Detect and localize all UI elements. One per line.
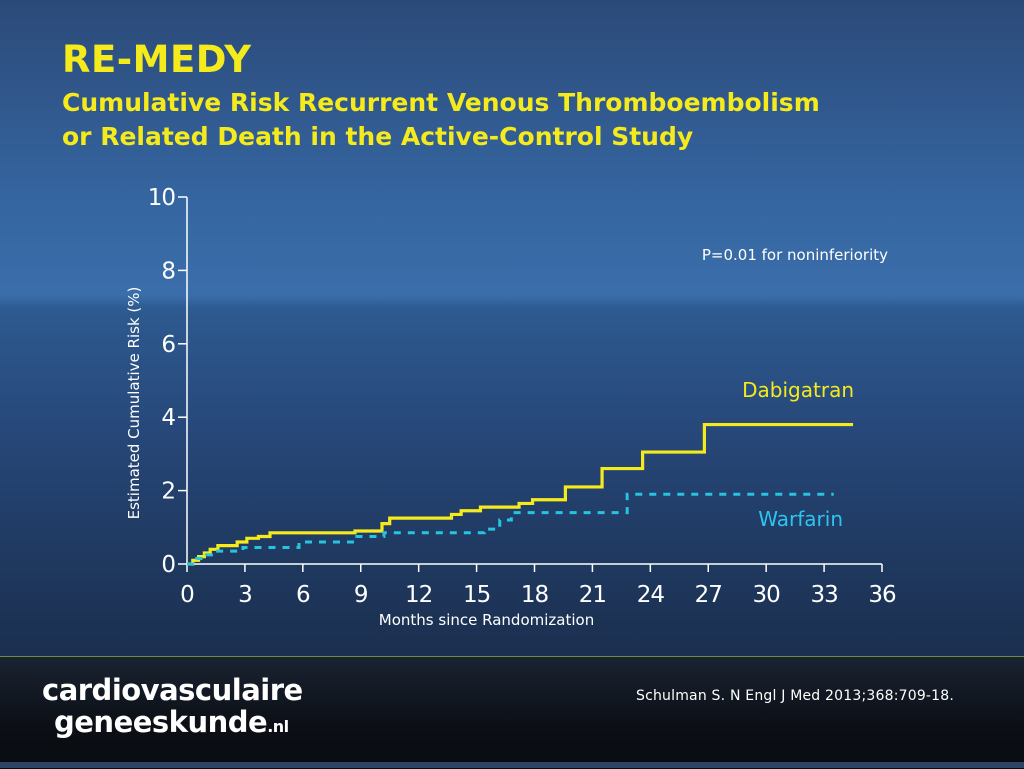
x-tick-label: 27 bbox=[695, 582, 722, 608]
y-tick-label: 6 bbox=[161, 332, 175, 358]
series-line-warfarin bbox=[187, 492, 834, 566]
x-tick-label: 24 bbox=[637, 582, 665, 608]
y-tick-label: 10 bbox=[148, 185, 176, 211]
series-label-dabigatran: Dabigatran bbox=[742, 378, 854, 402]
logo-line2: geneeskunde bbox=[54, 705, 268, 739]
footer-bar bbox=[0, 656, 1024, 769]
y-tick-label: 4 bbox=[161, 405, 175, 431]
x-tick-label: 3 bbox=[238, 582, 252, 608]
p-value-annotation: P=0.01 for noninferiority bbox=[702, 246, 888, 264]
citation: Schulman S. N Engl J Med 2013;368:709-18… bbox=[636, 688, 955, 704]
x-tick-label: 6 bbox=[296, 582, 310, 608]
x-tick-label: 9 bbox=[354, 582, 368, 608]
chart-series bbox=[187, 422, 854, 566]
logo-tld: .nl bbox=[267, 717, 289, 736]
x-tick-label: 0 bbox=[180, 582, 194, 608]
y-tick-label: 0 bbox=[161, 552, 175, 578]
x-tick-label: 33 bbox=[810, 582, 837, 608]
series-line-dabigatran bbox=[187, 422, 854, 566]
x-tick-label: 18 bbox=[521, 582, 549, 608]
y-tick-label: 8 bbox=[161, 258, 175, 284]
slide-title: RE-MEDY bbox=[62, 38, 252, 81]
y-axis-title: Estimated Cumulative Risk (%) bbox=[125, 287, 143, 520]
slide-subtitle-line1: Cumulative Risk Recurrent Venous Thrombo… bbox=[62, 88, 820, 117]
site-logo: cardiovasculaire geneeskunde.nl bbox=[42, 674, 303, 743]
slide-subtitle: Cumulative Risk Recurrent Venous Thrombo… bbox=[62, 86, 962, 154]
series-label-warfarin: Warfarin bbox=[758, 507, 843, 531]
logo-line1: cardiovasculaire bbox=[42, 673, 303, 707]
x-tick-label: 12 bbox=[405, 582, 432, 608]
footer-bottom-strip bbox=[0, 762, 1024, 768]
y-tick-label: 2 bbox=[161, 479, 175, 505]
x-tick-label: 30 bbox=[753, 582, 781, 608]
chart-labels: Months since Randomization Estimated Cumu… bbox=[125, 246, 888, 629]
x-tick-label: 21 bbox=[579, 582, 606, 608]
x-axis-title: Months since Randomization bbox=[379, 611, 594, 629]
x-tick-label: 36 bbox=[868, 582, 896, 608]
logo-line2-wrap: geneeskunde.nl bbox=[42, 706, 303, 743]
slide-background bbox=[0, 0, 1024, 656]
x-tick-label: 15 bbox=[463, 582, 490, 608]
slide-subtitle-line2: or Related Death in the Active-Control S… bbox=[62, 122, 694, 151]
